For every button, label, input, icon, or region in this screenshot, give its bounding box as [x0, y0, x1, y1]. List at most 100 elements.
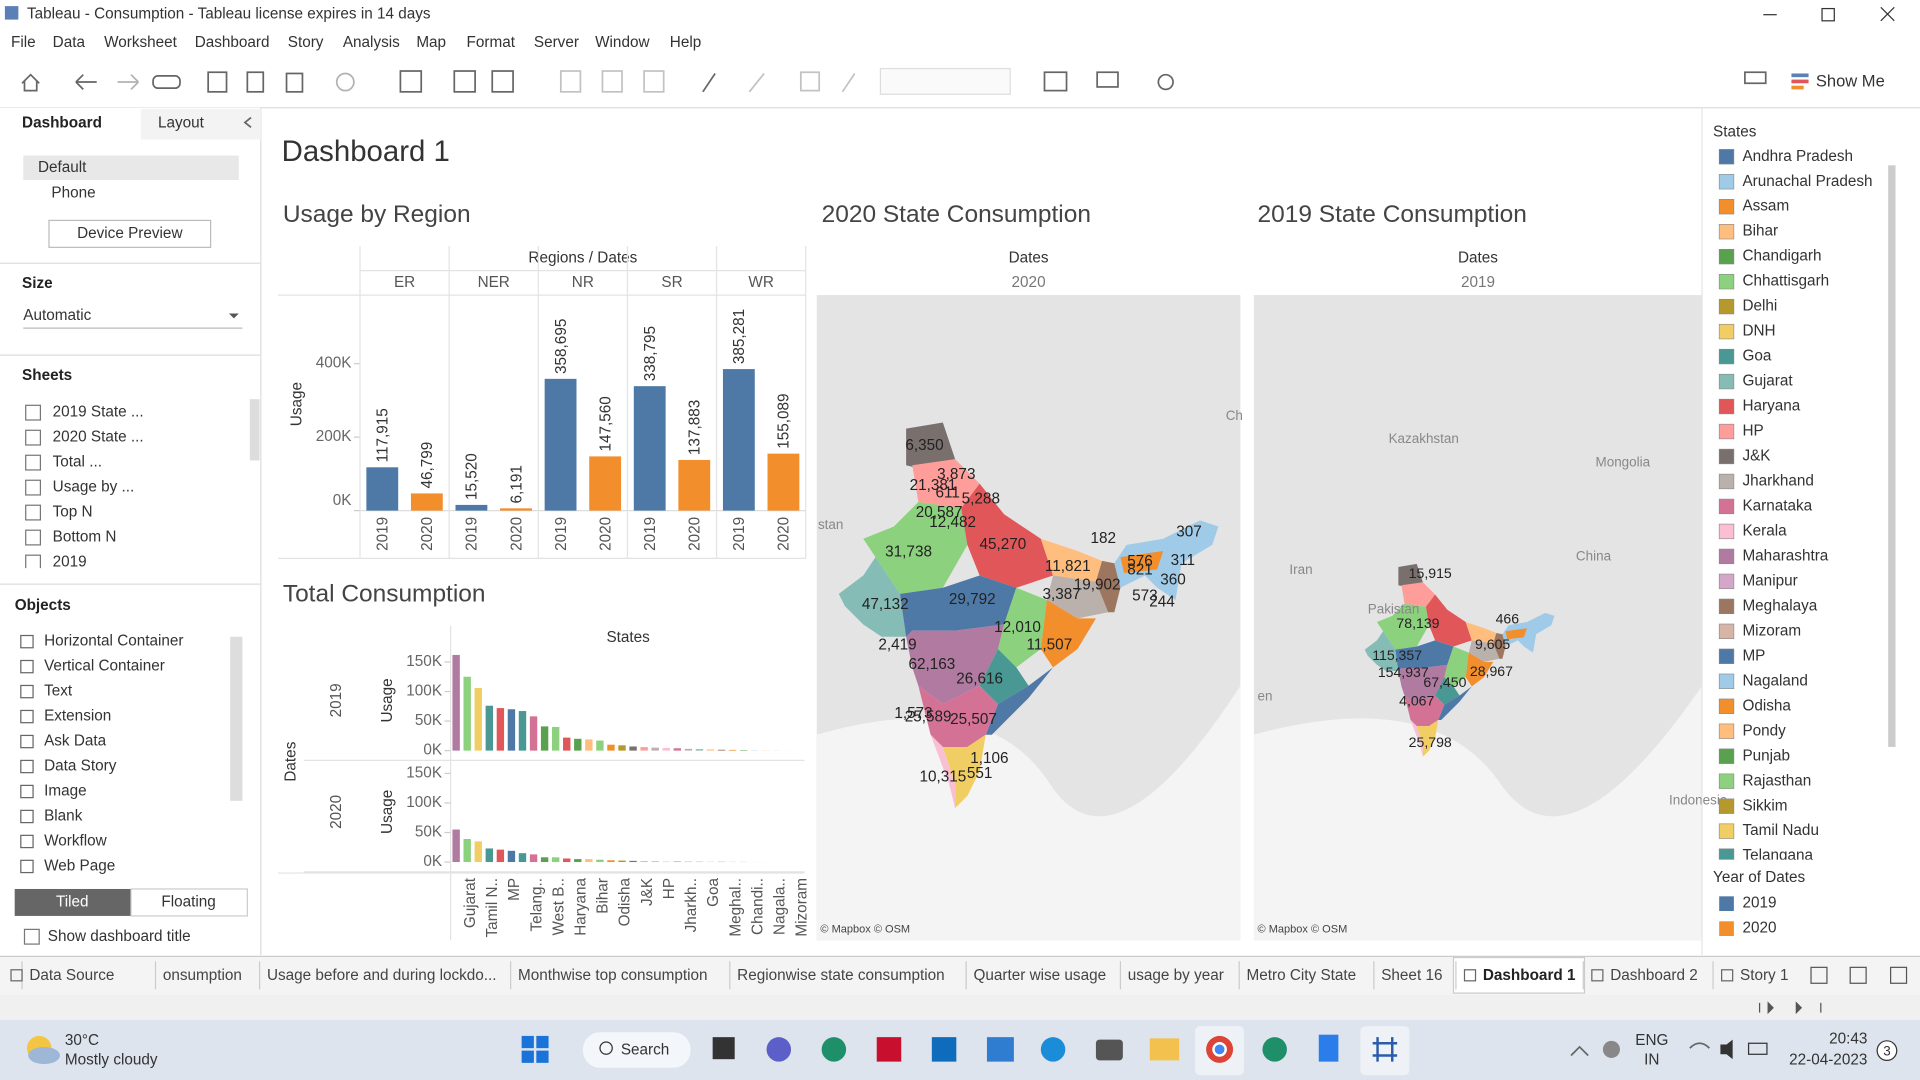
sheet-tab[interactable]: Dashboard 1 — [1483, 967, 1576, 984]
legend-item[interactable]: Haryana — [1742, 398, 1800, 415]
legend-item[interactable]: Karnataka — [1742, 497, 1812, 514]
language[interactable]: ENG — [1635, 1032, 1668, 1049]
legend-item[interactable]: Pondy — [1742, 722, 1786, 739]
share-icon[interactable] — [1157, 73, 1174, 91]
app-icon[interactable] — [1262, 1037, 1287, 1062]
menu-item[interactable]: Format — [467, 34, 516, 51]
scrollbar[interactable] — [1888, 165, 1896, 747]
connect-icon[interactable] — [152, 75, 181, 90]
tab-navigation[interactable] — [1758, 1001, 1822, 1015]
legend-item[interactable]: Assam — [1742, 198, 1789, 215]
legend-item[interactable]: MP — [1742, 647, 1765, 664]
show-me-button[interactable]: Show Me — [1816, 71, 1885, 90]
legend-item[interactable]: Punjab — [1742, 747, 1790, 764]
legend-item[interactable]: Chhattisgarh — [1742, 273, 1829, 290]
object-item[interactable]: Vertical Container — [44, 658, 165, 675]
restore-button[interactable] — [1821, 7, 1835, 22]
legend-item[interactable]: Nagaland — [1742, 672, 1808, 689]
legend-item[interactable]: J&K — [1742, 448, 1771, 465]
object-item[interactable]: Ask Data — [44, 733, 107, 750]
device-option[interactable]: Default — [38, 159, 87, 176]
close-button[interactable] — [1880, 6, 1895, 22]
app-icon[interactable] — [986, 1037, 1014, 1062]
legend-item[interactable]: Goa — [1742, 348, 1771, 365]
refresh-icon[interactable] — [335, 72, 355, 92]
sheet-tab[interactable]: Monthwise top consumption — [518, 967, 708, 984]
sheet-item[interactable]: Total ... — [53, 454, 102, 471]
active-app[interactable] — [1360, 1026, 1410, 1076]
size-dropdown[interactable]: Automatic — [23, 307, 91, 324]
sheet-tab[interactable]: Dashboard 2 — [1610, 967, 1698, 984]
save-icon[interactable] — [207, 71, 228, 93]
clear-icon[interactable] — [491, 70, 514, 93]
pin-icon[interactable] — [841, 72, 856, 93]
legend-item[interactable]: Maharashtra — [1742, 547, 1828, 564]
legend-item[interactable]: Jharkhand — [1742, 473, 1813, 490]
annotate-icon[interactable] — [748, 72, 765, 93]
region[interactable]: IN — [1644, 1051, 1659, 1068]
legend-item[interactable]: 2019 — [1742, 895, 1776, 912]
device-option[interactable]: Phone — [51, 185, 95, 202]
app-icon[interactable] — [712, 1037, 735, 1060]
checkbox[interactable] — [23, 928, 40, 945]
sort-desc-icon[interactable] — [643, 70, 665, 93]
label-icon[interactable] — [799, 71, 821, 92]
pause-icon[interactable] — [285, 72, 304, 93]
legend-item[interactable]: Andhra Pradesh — [1742, 148, 1853, 165]
new-source-icon[interactable] — [246, 71, 265, 93]
legend-item[interactable]: Odisha — [1742, 697, 1791, 714]
sheet-tab[interactable]: Sheet 16 — [1381, 967, 1442, 984]
new-sheet-button[interactable] — [1890, 966, 1908, 984]
notification-badge[interactable] — [1876, 1040, 1898, 1062]
object-item[interactable]: Image — [44, 783, 87, 800]
clock-time[interactable]: 20:43 — [1829, 1031, 1867, 1048]
battery-icon[interactable] — [1747, 1042, 1768, 1055]
duplicate-icon[interactable] — [453, 70, 476, 93]
panel-tab[interactable]: Layout — [158, 115, 205, 132]
legend-item[interactable]: Chandigarh — [1742, 248, 1821, 265]
legend-item[interactable]: HP — [1742, 423, 1763, 440]
clock-date[interactable]: 22-04-2023 — [1789, 1051, 1867, 1068]
new-sheet-button[interactable] — [1849, 966, 1867, 984]
sort-asc-icon[interactable] — [601, 70, 623, 93]
menu-item[interactable]: Data — [53, 34, 86, 51]
tray-chevron[interactable] — [1570, 1045, 1589, 1057]
tiled-button[interactable] — [14, 888, 132, 916]
sheet-tab[interactable]: Quarter wise usage — [973, 967, 1106, 984]
legend-item[interactable]: Meghalaya — [1742, 597, 1817, 614]
app-icon[interactable] — [766, 1037, 792, 1062]
legend-item[interactable]: Rajasthan — [1742, 772, 1811, 789]
presentation-icon[interactable] — [1096, 71, 1119, 88]
forward-icon[interactable] — [117, 74, 139, 90]
sheet-tab[interactable]: Usage before and during lockdo... — [267, 967, 497, 984]
tooltip-icon[interactable] — [1744, 71, 1767, 85]
object-item[interactable]: Horizontal Container — [44, 633, 183, 650]
menu-item[interactable]: Story — [288, 34, 324, 51]
tray-icon[interactable] — [1602, 1040, 1620, 1058]
sheet-tab[interactable]: Metro City State — [1247, 967, 1357, 984]
sheet-tab[interactable]: Data Source — [29, 967, 114, 984]
scrollbar[interactable] — [249, 399, 260, 461]
legend-item[interactable]: Bihar — [1742, 223, 1778, 240]
sheet-tab[interactable]: onsumption — [163, 967, 242, 984]
menu-item[interactable]: Help — [670, 34, 701, 51]
collapse-icon[interactable] — [243, 116, 252, 129]
app-icon[interactable] — [1318, 1034, 1339, 1062]
sheet-item[interactable]: Top N — [53, 504, 93, 521]
legend-item[interactable]: DNH — [1742, 323, 1775, 340]
new-sheet-button[interactable] — [1810, 966, 1828, 984]
floating-button[interactable] — [130, 888, 248, 917]
menu-item[interactable]: Map — [416, 34, 446, 51]
app-icon[interactable] — [931, 1037, 957, 1062]
legend-item[interactable]: Delhi — [1742, 298, 1777, 315]
menu-item[interactable]: Worksheet — [104, 34, 178, 51]
sheet-tab[interactable]: Regionwise state consumption — [737, 967, 944, 984]
legend-item[interactable]: Mizoram — [1742, 622, 1801, 639]
legend-item[interactable]: Arunachal Pradesh — [1742, 173, 1872, 190]
sheet-item[interactable]: 2019 — [53, 554, 87, 571]
object-item[interactable]: Workflow — [44, 833, 108, 850]
app-icon[interactable] — [821, 1037, 847, 1062]
legend-item[interactable]: Tamil Nadu — [1742, 822, 1819, 839]
menu-item[interactable]: Dashboard — [195, 34, 270, 51]
fit-dropdown[interactable] — [879, 67, 1011, 95]
